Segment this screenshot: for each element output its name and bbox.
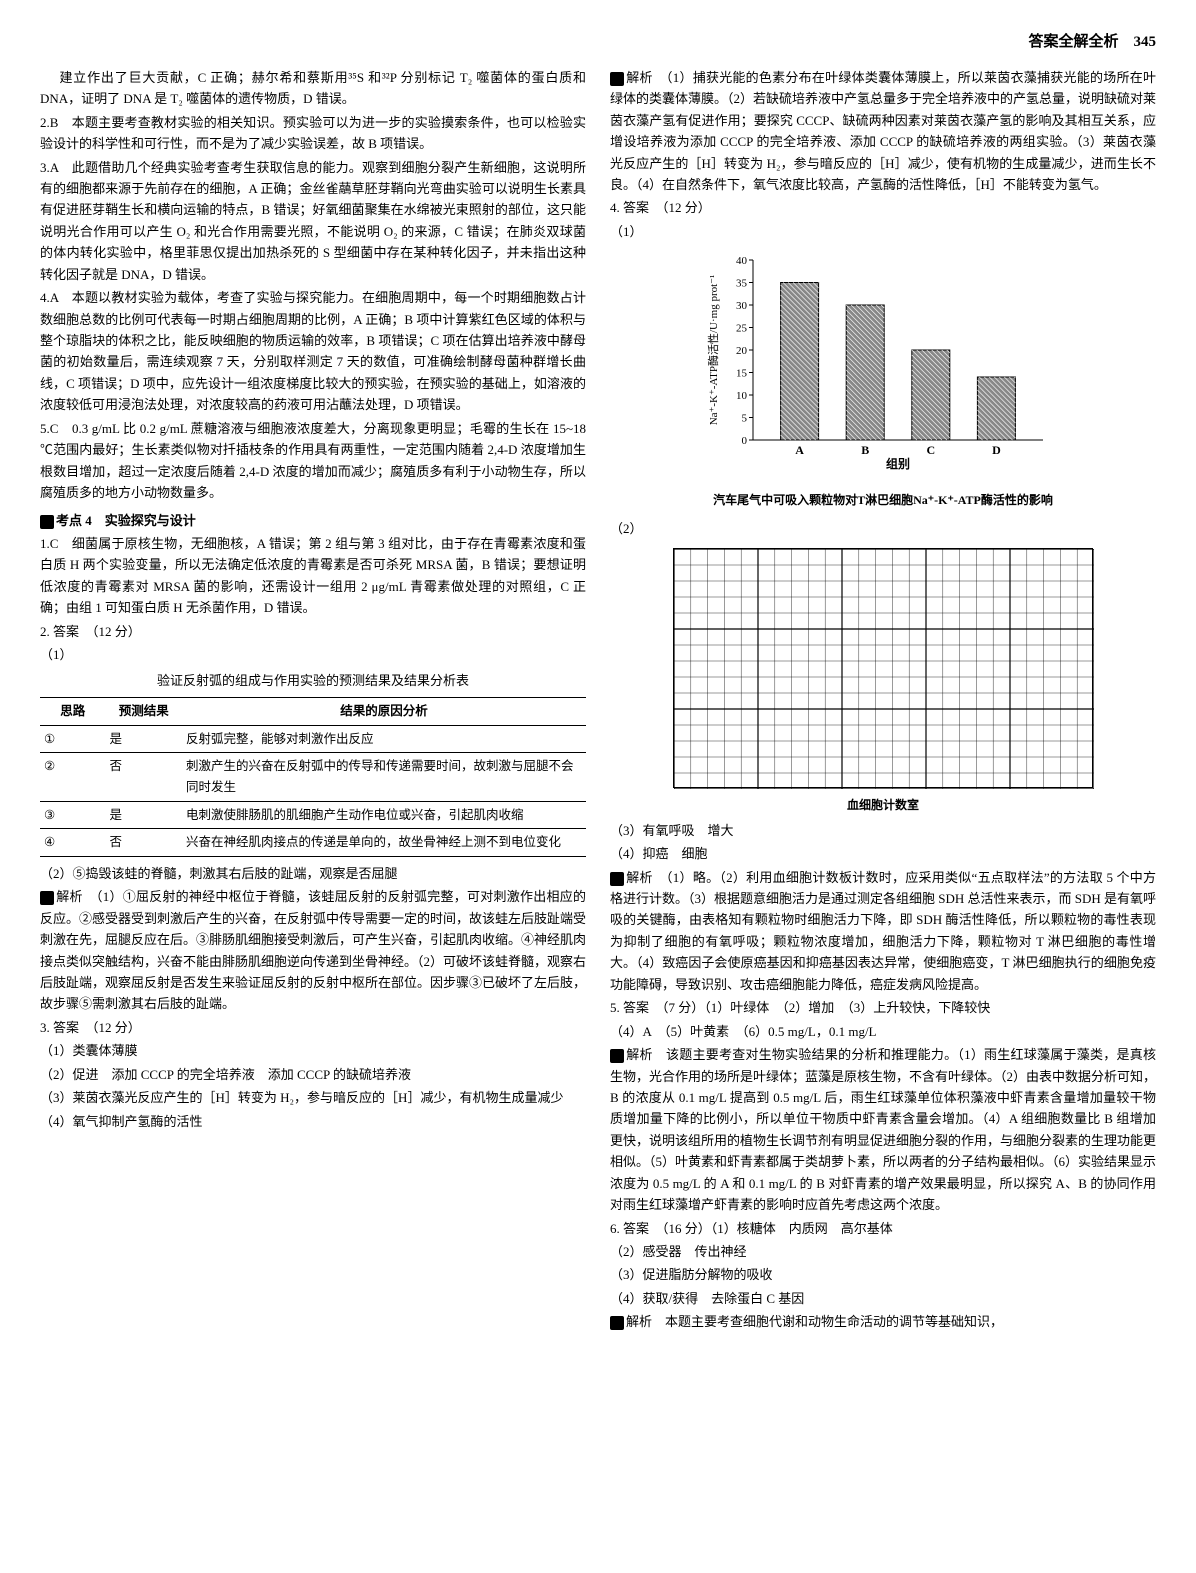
- answer-heading: 5. 答案 （7 分）（1）叶绿体 （2）增加 （3）上升较快，下降较快: [610, 997, 1156, 1018]
- table-row: ①是反射弧完整，能够对刺激作出反应: [40, 725, 586, 753]
- cell: 否: [106, 829, 182, 857]
- svg-text:D: D: [992, 443, 1001, 457]
- table-row: 思路 预测结果 结果的原因分析: [40, 698, 586, 726]
- analysis: 解析 （1）略。（2）利用血细胞计数板计数时，应采用类似“五点取样法”的方法取 …: [610, 867, 1156, 996]
- answer-heading: 6. 答案 （16 分）（1）核糖体 内质网 高尔基体: [610, 1218, 1156, 1239]
- answer-heading: 4. 答案 （12 分）: [610, 197, 1156, 218]
- analysis: 解析 （1）①屈反射的神经中枢位于脊髓，该蛙屈反射的反射弧完整，可对刺激作出相应…: [40, 886, 586, 1015]
- counting-chamber-grid: [673, 548, 1093, 788]
- svg-text:0: 0: [742, 435, 748, 447]
- grid-svg: [674, 549, 1094, 789]
- table-row: ②否刺激产生的兴奋在反射弧中的传导和传递需要时间，故刺激与屈腿不会同时发生: [40, 753, 586, 801]
- sub: （4）抑癌 细胞: [610, 843, 1156, 864]
- sub: （1）类囊体薄膜: [40, 1040, 586, 1061]
- svg-text:C: C: [926, 443, 935, 457]
- col-head: 结果的原因分析: [182, 698, 586, 726]
- table-caption: 验证反射弧的组成与作用实验的预测结果及结果分析表: [40, 670, 586, 691]
- cell: 电刺激使腓肠肌的肌细胞产生动作电位或兴奋，引起肌肉收缩: [182, 801, 586, 829]
- page-header: 答案全解全析 345: [40, 30, 1156, 55]
- book-icon: [40, 515, 54, 529]
- item-1c: 1.C 细菌属于原核生物，无细胞核，A 错误；第 2 组与第 3 组对比，由于存…: [40, 533, 586, 619]
- grid-caption: 血细胞计数室: [610, 796, 1156, 816]
- sub: （3）有氧呼吸 增大: [610, 820, 1156, 841]
- sub: （2）: [610, 518, 1156, 539]
- item-3a: 3.A 此题借助几个经典实验考查考生获取信息的能力。观察到细胞分裂产生新细胞，这…: [40, 157, 586, 286]
- dot-icon: [610, 1049, 624, 1063]
- analysis: 解析 （1）捕获光能的色素分布在叶绿体类囊体薄膜上，所以莱茵衣藻捕获光能的场所在…: [610, 67, 1156, 196]
- svg-text:20: 20: [736, 345, 748, 357]
- dot-icon: [610, 872, 624, 886]
- cell: ①: [40, 725, 106, 753]
- svg-text:组别: 组别: [886, 456, 910, 471]
- table-row: ③是电刺激使腓肠肌的肌细胞产生动作电位或兴奋，引起肌肉收缩: [40, 801, 586, 829]
- dot-icon: [610, 1316, 624, 1330]
- cell: 兴奋在神经肌肉接点的传递是单向的，故坐骨神经上测不到电位变化: [182, 829, 586, 857]
- sub: （2）促进 添加 CCCP 的完全培养液 添加 CCCP 的缺硫培养液: [40, 1064, 586, 1085]
- svg-text:15: 15: [736, 368, 748, 380]
- prediction-table: 思路 预测结果 结果的原因分析 ①是反射弧完整，能够对刺激作出反应 ②否刺激产生…: [40, 697, 586, 857]
- sub-2: （2）⑤捣毁该蛙的脊髓，刺激其右后肢的趾端，观察是否屈腿: [40, 863, 586, 884]
- item-5c: 5.C 0.3 g/mL 比 0.2 g/mL 蔗糖溶液与细胞液浓度差大，分离现…: [40, 418, 586, 504]
- cell: 否: [106, 753, 182, 801]
- analysis: 解析 该题主要考查对生物实验结果的分析和推理能力。（1）雨生红球藻属于藻类，是真…: [610, 1044, 1156, 1216]
- cell: 是: [106, 725, 182, 753]
- left-column: 建立作出了巨大贡献，C 正确；赫尔希和蔡斯用³⁵S 和³²P 分别标记 T₂ 噬…: [40, 67, 586, 1335]
- sub: （4）A （5）叶黄素 （6）0.5 mg/L，0.1 mg/L: [610, 1021, 1156, 1042]
- item-2b: 2.B 本题主要考查教材实验的相关知识。预实验可以为进一步的实验摸索条件，也可以…: [40, 112, 586, 155]
- table-row: ④否兴奋在神经肌肉接点的传递是单向的，故坐骨神经上测不到电位变化: [40, 829, 586, 857]
- cell: 反射弧完整，能够对刺激作出反应: [182, 725, 586, 753]
- analysis: 解析 本题主要考查细胞代谢和动物生命活动的调节等基础知识，: [610, 1311, 1156, 1332]
- sub: （3）莱茵衣藻光反应产生的［H］转变为 H₂，参与暗反应的［H］减少，有机物生成…: [40, 1087, 586, 1108]
- right-column: 解析 （1）捕获光能的色素分布在叶绿体类囊体薄膜上，所以莱茵衣藻捕获光能的场所在…: [610, 67, 1156, 1335]
- svg-text:30: 30: [736, 300, 748, 312]
- svg-text:35: 35: [736, 278, 748, 290]
- svg-text:B: B: [861, 443, 869, 457]
- svg-text:40: 40: [736, 255, 748, 267]
- dot-icon: [40, 891, 54, 905]
- svg-text:10: 10: [736, 390, 748, 402]
- topic-heading: 考点 4 实验探究与设计: [40, 510, 586, 531]
- svg-text:5: 5: [742, 413, 748, 425]
- sub-1: （1）: [40, 644, 586, 665]
- dot-icon: [610, 72, 624, 86]
- sub: （1）: [610, 221, 1156, 242]
- bar-chart: 0 5 10 15 20 25 30 35 40 A B C D 组别 Na⁺-K⁺-ATP酶活性/U·mg…: [703, 250, 1063, 510]
- cell: ②: [40, 753, 106, 801]
- sub: （2）感受器 传出神经: [610, 1241, 1156, 1262]
- col-head: 思路: [40, 698, 106, 726]
- col-head: 预测结果: [106, 698, 182, 726]
- bar-chart-svg: 0 5 10 15 20 25 30 35 40 A B C D 组别 Na⁺-K⁺-ATP酶活性/U·mg…: [703, 250, 1063, 480]
- analysis-text: 解析 该题主要考查对生物实验结果的分析和推理能力。（1）雨生红球藻属于藻类，是真…: [610, 1047, 1156, 1212]
- item-4a: 4.A 本题以教材实验为载体，考查了实验与探究能力。在细胞周期中，每一个时期细胞…: [40, 287, 586, 416]
- analysis-text: 解析 （1）①屈反射的神经中枢位于脊髓，该蛙屈反射的反射弧完整，可对刺激作出相应…: [40, 889, 586, 1011]
- analysis-text: 解析 （1）捕获光能的色素分布在叶绿体类囊体薄膜上，所以莱茵衣藻捕获光能的场所在…: [610, 70, 1156, 192]
- cell: 是: [106, 801, 182, 829]
- cell: ③: [40, 801, 106, 829]
- svg-text:A: A: [795, 443, 804, 457]
- answer-heading: 2. 答案 （12 分）: [40, 621, 586, 642]
- cell: ④: [40, 829, 106, 857]
- two-column-layout: 建立作出了巨大贡献，C 正确；赫尔希和蔡斯用³⁵S 和³²P 分别标记 T₂ 噬…: [40, 67, 1156, 1335]
- paragraph: 建立作出了巨大贡献，C 正确；赫尔希和蔡斯用³⁵S 和³²P 分别标记 T₂ 噬…: [40, 67, 586, 110]
- sub: （3）促进脂肪分解物的吸收: [610, 1264, 1156, 1285]
- svg-text:Na⁺-K⁺-ATP酶活性/U·mg prot⁻¹: Na⁺-K⁺-ATP酶活性/U·mg prot⁻¹: [706, 275, 720, 426]
- answer-heading: 3. 答案 （12 分）: [40, 1017, 586, 1038]
- cell: 刺激产生的兴奋在反射弧中的传导和传递需要时间，故刺激与屈腿不会同时发生: [182, 753, 586, 801]
- sub: （4）获取/获得 去除蛋白 C 基因: [610, 1288, 1156, 1309]
- sub: （4）氧气抑制产氢酶的活性: [40, 1111, 586, 1132]
- chart-caption: 汽车尾气中可吸入颗粒物对T淋巴细胞Na⁺-K⁺-ATP酶活性的影响: [703, 491, 1063, 511]
- analysis-text: 解析 本题主要考查细胞代谢和动物生命活动的调节等基础知识，: [626, 1314, 1003, 1329]
- topic-label: 考点 4 实验探究与设计: [56, 513, 196, 528]
- svg-text:25: 25: [736, 323, 748, 335]
- analysis-text: 解析 （1）略。（2）利用血细胞计数板计数时，应采用类似“五点取样法”的方法取 …: [610, 870, 1156, 992]
